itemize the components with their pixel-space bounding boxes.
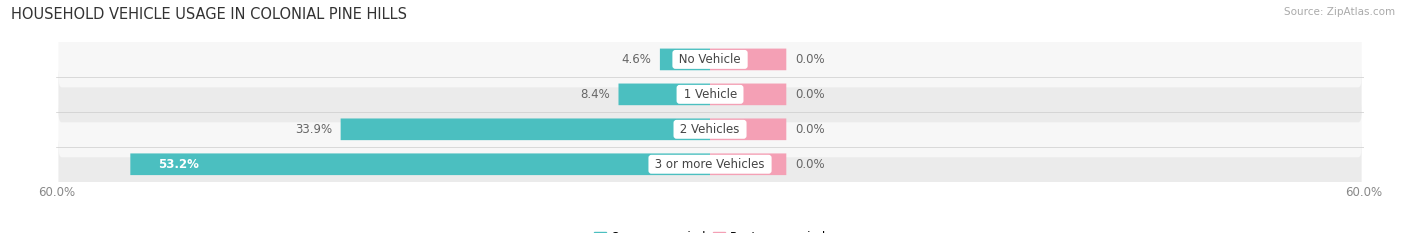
Text: No Vehicle: No Vehicle	[675, 53, 745, 66]
FancyBboxPatch shape	[59, 136, 1361, 192]
FancyBboxPatch shape	[710, 118, 786, 140]
FancyBboxPatch shape	[659, 49, 710, 70]
Text: 8.4%: 8.4%	[581, 88, 610, 101]
FancyBboxPatch shape	[340, 118, 710, 140]
Text: 53.2%: 53.2%	[157, 158, 198, 171]
FancyBboxPatch shape	[131, 154, 710, 175]
FancyBboxPatch shape	[59, 66, 1361, 122]
Text: 0.0%: 0.0%	[794, 123, 825, 136]
Text: HOUSEHOLD VEHICLE USAGE IN COLONIAL PINE HILLS: HOUSEHOLD VEHICLE USAGE IN COLONIAL PINE…	[11, 7, 408, 22]
FancyBboxPatch shape	[710, 84, 786, 105]
Text: 3 or more Vehicles: 3 or more Vehicles	[651, 158, 769, 171]
Text: 0.0%: 0.0%	[794, 53, 825, 66]
FancyBboxPatch shape	[59, 31, 1361, 87]
FancyBboxPatch shape	[619, 84, 710, 105]
Text: 4.6%: 4.6%	[621, 53, 651, 66]
Text: 33.9%: 33.9%	[295, 123, 332, 136]
Text: Source: ZipAtlas.com: Source: ZipAtlas.com	[1284, 7, 1395, 17]
Text: 0.0%: 0.0%	[794, 88, 825, 101]
Text: 0.0%: 0.0%	[794, 158, 825, 171]
FancyBboxPatch shape	[59, 101, 1361, 157]
Text: 1 Vehicle: 1 Vehicle	[679, 88, 741, 101]
FancyBboxPatch shape	[710, 154, 786, 175]
Legend: Owner-occupied, Renter-occupied: Owner-occupied, Renter-occupied	[589, 226, 831, 233]
Text: 2 Vehicles: 2 Vehicles	[676, 123, 744, 136]
FancyBboxPatch shape	[710, 49, 786, 70]
